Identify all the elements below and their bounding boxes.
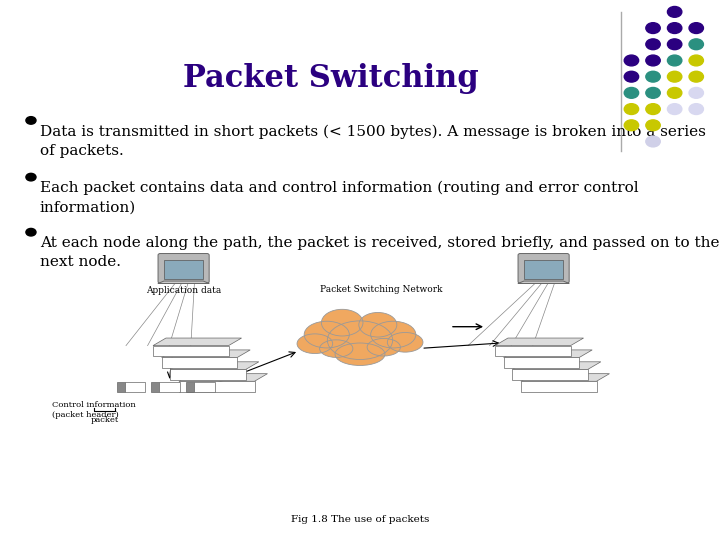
- Ellipse shape: [304, 321, 349, 348]
- Polygon shape: [153, 338, 242, 346]
- Ellipse shape: [371, 321, 416, 348]
- Circle shape: [646, 136, 660, 147]
- Text: Fig 1.8 The use of packets: Fig 1.8 The use of packets: [291, 515, 429, 524]
- Ellipse shape: [367, 339, 400, 356]
- Circle shape: [624, 55, 639, 66]
- Circle shape: [624, 104, 639, 114]
- Circle shape: [646, 55, 660, 66]
- Circle shape: [646, 87, 660, 98]
- Ellipse shape: [359, 313, 397, 337]
- Circle shape: [667, 6, 682, 17]
- Bar: [162, 357, 238, 368]
- Circle shape: [26, 228, 36, 236]
- Text: packet: packet: [90, 416, 119, 424]
- Ellipse shape: [335, 343, 385, 366]
- Circle shape: [667, 71, 682, 82]
- Polygon shape: [495, 338, 583, 346]
- Circle shape: [26, 117, 36, 124]
- Circle shape: [689, 39, 703, 50]
- Bar: [125, 382, 145, 392]
- Polygon shape: [162, 350, 251, 357]
- Polygon shape: [171, 362, 259, 369]
- Bar: [495, 346, 571, 356]
- Circle shape: [689, 104, 703, 114]
- FancyBboxPatch shape: [158, 254, 209, 283]
- Circle shape: [646, 104, 660, 114]
- Polygon shape: [518, 281, 570, 284]
- Bar: [151, 382, 159, 392]
- Ellipse shape: [320, 340, 353, 357]
- Ellipse shape: [297, 334, 333, 354]
- Bar: [186, 382, 194, 392]
- Text: Data is transmitted in short packets (< 1500 bytes). A message is broken into a : Data is transmitted in short packets (< …: [40, 124, 706, 158]
- Text: Each packet contains data and control information (routing and error control inf: Each packet contains data and control in…: [40, 181, 638, 214]
- Text: At each node along the path, the packet is received, stored briefly, and passed : At each node along the path, the packet …: [40, 236, 719, 269]
- Bar: [513, 369, 588, 380]
- Circle shape: [689, 71, 703, 82]
- Bar: [194, 382, 215, 392]
- Circle shape: [624, 87, 639, 98]
- Bar: [524, 260, 563, 280]
- Polygon shape: [504, 350, 593, 357]
- Circle shape: [646, 120, 660, 131]
- Circle shape: [689, 87, 703, 98]
- Ellipse shape: [387, 333, 423, 352]
- Text: Packet Switching: Packet Switching: [184, 63, 479, 94]
- Bar: [179, 381, 255, 392]
- Ellipse shape: [321, 309, 363, 336]
- Circle shape: [624, 120, 639, 131]
- Bar: [117, 382, 125, 392]
- Text: Application data: Application data: [146, 286, 221, 295]
- Circle shape: [624, 71, 639, 82]
- Bar: [159, 382, 180, 392]
- Circle shape: [667, 104, 682, 114]
- Polygon shape: [158, 281, 210, 284]
- Circle shape: [689, 23, 703, 33]
- Text: Packet Switching Network: Packet Switching Network: [320, 285, 443, 294]
- FancyBboxPatch shape: [518, 254, 569, 283]
- Polygon shape: [513, 362, 601, 369]
- Polygon shape: [179, 374, 268, 381]
- Circle shape: [689, 55, 703, 66]
- Bar: [521, 381, 597, 392]
- Text: Control information
(packet header): Control information (packet header): [52, 401, 135, 419]
- Circle shape: [646, 39, 660, 50]
- Polygon shape: [521, 374, 609, 381]
- Circle shape: [667, 23, 682, 33]
- Circle shape: [667, 87, 682, 98]
- Ellipse shape: [328, 321, 392, 360]
- Bar: [504, 357, 579, 368]
- Circle shape: [26, 173, 36, 181]
- Circle shape: [667, 55, 682, 66]
- Circle shape: [646, 23, 660, 33]
- Bar: [171, 369, 246, 380]
- Circle shape: [646, 71, 660, 82]
- Bar: [164, 260, 203, 280]
- Bar: [153, 346, 229, 356]
- Circle shape: [667, 39, 682, 50]
